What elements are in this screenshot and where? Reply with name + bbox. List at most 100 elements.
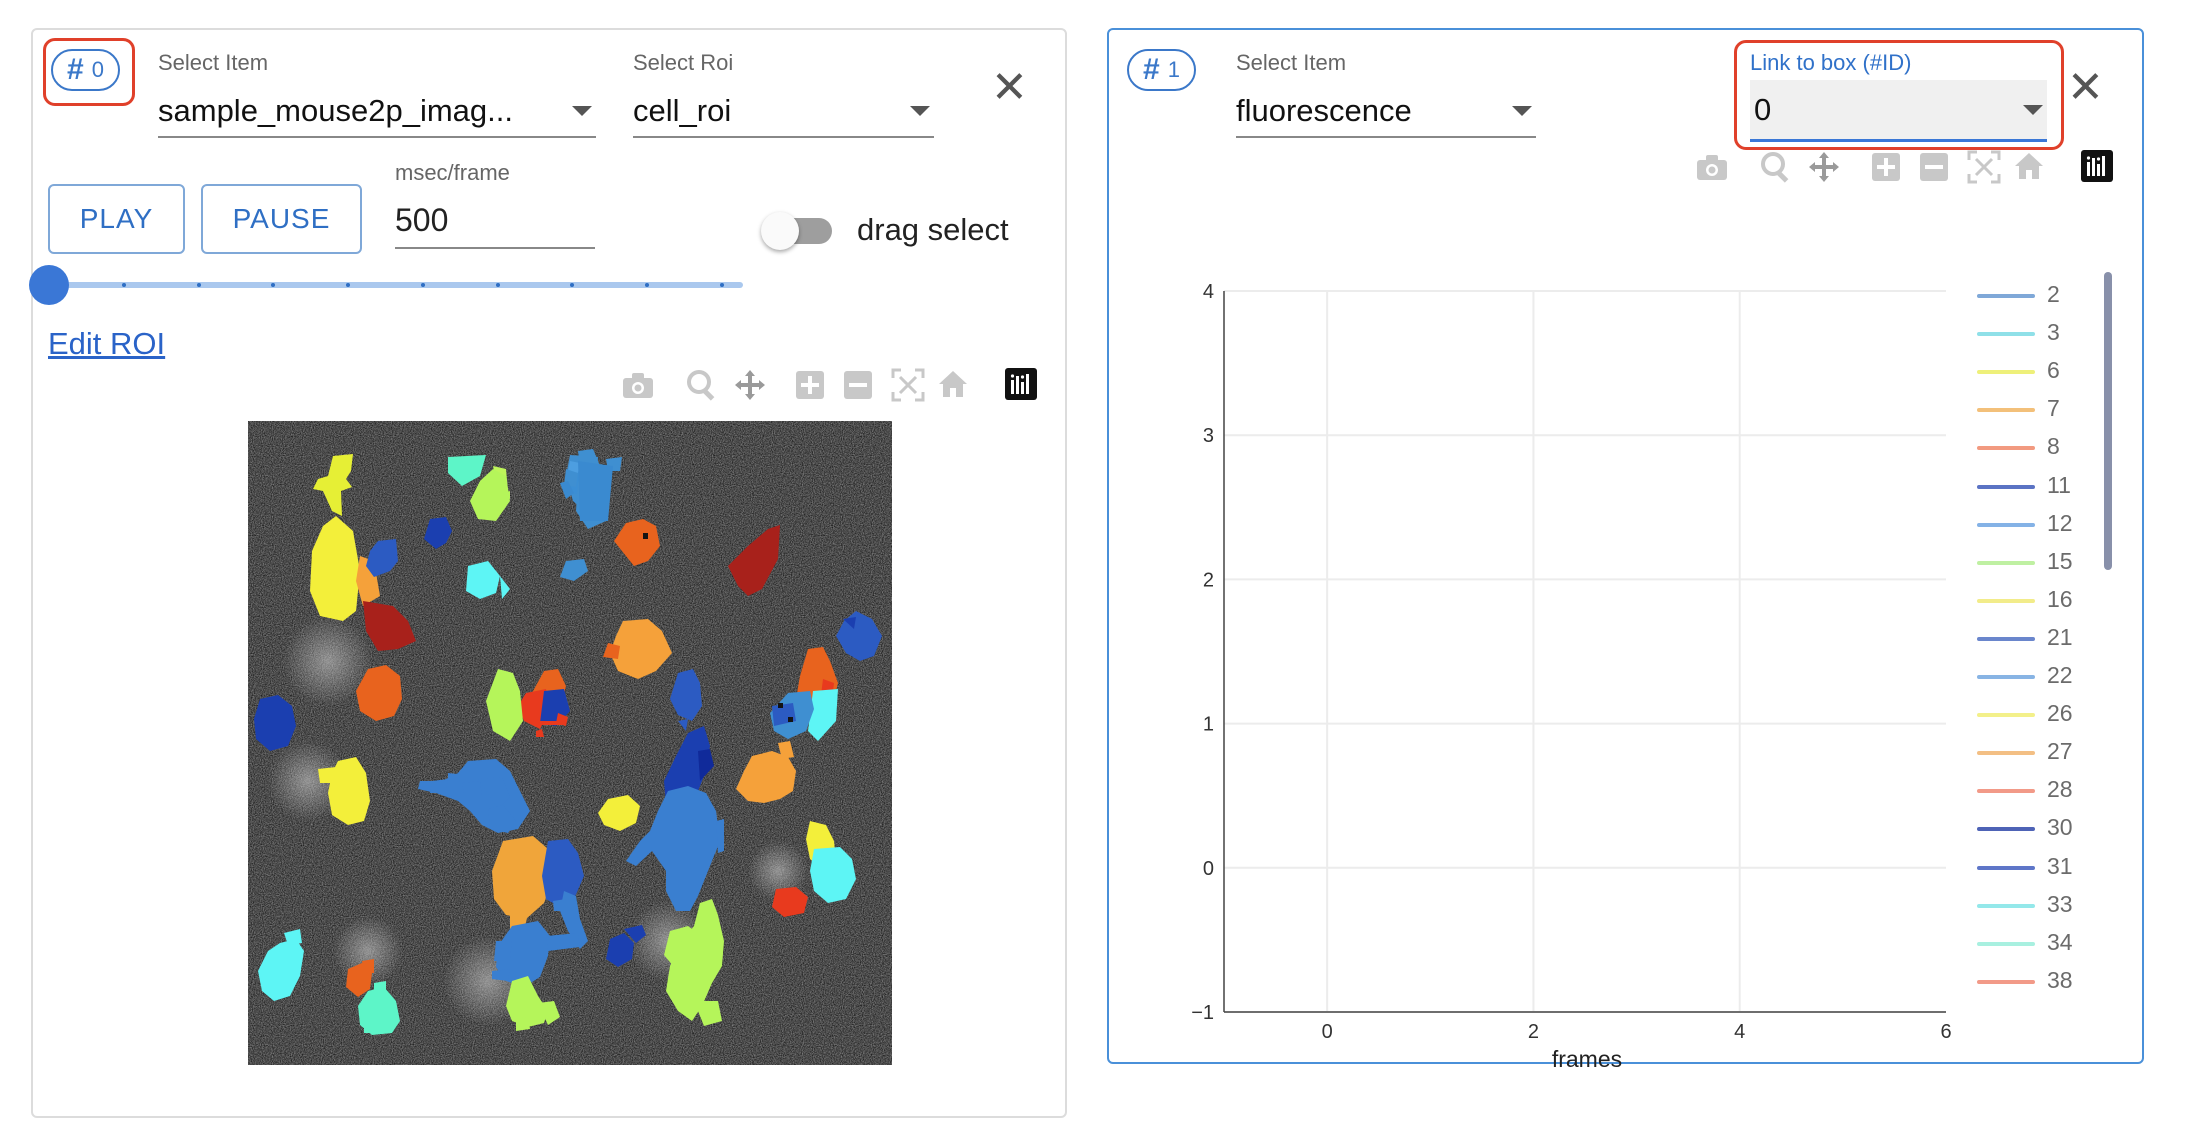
legend-label[interactable]: 11 [2047,471,2071,498]
y-tick-label: −1 [1191,1002,1214,1024]
autoscale-icon[interactable] [891,368,925,402]
x-tick-label: 0 [1322,1021,1333,1043]
close-icon[interactable]: ✕ [2067,63,2104,112]
hash-icon: # [1143,53,1160,86]
legend-label[interactable]: 30 [2047,814,2073,841]
slider-tick [570,283,574,287]
legend-swatch[interactable] [1977,332,2035,337]
legend-swatch[interactable] [1977,522,2035,527]
legend-label[interactable]: 15 [2047,547,2073,574]
y-tick-label: 4 [1203,281,1214,303]
select-item-dropdown[interactable]: fluorescence [1236,86,1536,138]
y-tick-label: 2 [1203,569,1214,591]
select-roi-dropdown[interactable]: cell_roi [633,86,934,138]
legend-label[interactable]: 28 [2047,776,2073,803]
legend-swatch[interactable] [1977,446,2035,451]
legend-swatch[interactable] [1977,598,2035,603]
zoom-in-icon[interactable] [1871,152,1901,182]
pan-icon[interactable] [733,368,767,402]
plotly-logo-icon[interactable] [1005,368,1037,400]
legend-swatch[interactable] [1977,941,2035,946]
legend-label[interactable]: 2 [2047,281,2060,307]
legend-label[interactable]: 22 [2047,662,2073,688]
slider-track [48,282,743,288]
legend-swatch[interactable] [1977,675,2035,679]
slider-tick [421,283,425,287]
camera-icon[interactable] [1695,152,1729,182]
slider-tick [496,283,500,287]
panel-1-id-chip: # 1 [1127,49,1196,91]
legend-swatch[interactable] [1977,560,2035,565]
reset-axes-icon[interactable] [2013,150,2045,182]
close-icon[interactable]: ✕ [991,63,1028,112]
pause-button[interactable]: PAUSE [201,184,362,254]
zoom-icon[interactable] [1759,150,1793,184]
select-item-value: fluorescence [1236,93,1412,128]
legend-label[interactable]: 34 [2047,928,2073,955]
legend-swatch[interactable] [1977,408,2035,413]
legend-label[interactable]: 7 [2047,395,2060,422]
legend-label[interactable]: 33 [2047,890,2073,917]
select-item-dropdown[interactable]: sample_mouse2p_imag... [158,86,596,138]
x-tick-label: 6 [1940,1021,1951,1043]
zoom-out-icon[interactable] [1919,152,1949,182]
drag-select-label: drag select [857,212,1009,247]
legend-swatch[interactable] [1977,903,2035,908]
legend-label[interactable]: 26 [2047,700,2073,727]
slider-thumb[interactable] [29,265,69,305]
legend-label[interactable]: 8 [2047,433,2060,460]
msec-frame-label: msec/frame [395,160,510,185]
legend-swatch[interactable] [1977,827,2035,832]
legend-label[interactable]: 21 [2047,623,2073,650]
camera-icon[interactable] [621,370,655,400]
pan-icon[interactable] [1807,150,1841,184]
y-tick-label: 3 [1203,425,1214,447]
chevron-down-icon [910,106,930,116]
roi-image-canvas [248,421,892,1065]
panel-0-id-highlight [43,38,135,106]
slider-tick [720,283,724,287]
msec-frame-input[interactable]: 500 [395,202,595,249]
legend-swatch[interactable] [1977,751,2035,756]
roi-image[interactable] [248,421,892,1065]
play-button[interactable]: PLAY [48,184,185,254]
select-roi-label: Select Roi [633,50,734,75]
legend-swatch[interactable] [1977,713,2035,718]
zoom-in-icon[interactable] [795,370,825,400]
select-item-label: Select Item [158,50,269,75]
slider-tick [197,283,201,287]
legend-swatch[interactable] [1977,484,2035,489]
chevron-down-icon [572,106,592,116]
legend-swatch[interactable] [1977,294,2035,298]
slider-tick [122,283,126,287]
zoom-out-icon[interactable] [843,370,873,400]
legend-scrollbar[interactable] [2104,272,2112,570]
edit-roi-link[interactable]: Edit ROI [48,326,166,361]
slider-tick [271,283,275,287]
legend-label[interactable]: 3 [2047,319,2060,346]
reset-axes-icon[interactable] [937,368,969,400]
chart-legend: 2 3 6 7 8 11 12 15 16 21 22 26 27 28 30 31 33 34 38 [1969,280,2089,1008]
legend-label[interactable]: 16 [2047,585,2073,612]
panel-0-id-chip: # 0 [51,49,120,91]
autoscale-icon[interactable] [1967,150,2001,184]
legend-swatch[interactable] [1977,370,2035,375]
chevron-down-icon [2023,104,2043,115]
legend-swatch[interactable] [1977,979,2035,984]
legend-swatch[interactable] [1977,789,2035,794]
legend-swatch[interactable] [1977,865,2035,870]
zoom-icon[interactable] [685,368,719,402]
legend-label[interactable]: 27 [2047,738,2073,765]
select-roi-value: cell_roi [633,93,732,128]
link-to-box-dropdown[interactable]: 0 [1750,80,2047,142]
plotly-logo-icon[interactable] [2081,150,2113,182]
legend-label[interactable]: 12 [2047,509,2073,536]
legend-label[interactable]: 31 [2047,852,2073,879]
panel-0: # 0 Select Item sample_mouse2p_imag... S… [29,28,1067,1118]
chevron-down-icon [1512,106,1532,116]
slider-tick [346,283,350,287]
legend-label[interactable]: 6 [2047,357,2060,384]
legend-swatch[interactable] [1977,636,2035,641]
legend-label[interactable]: 38 [2047,966,2073,993]
